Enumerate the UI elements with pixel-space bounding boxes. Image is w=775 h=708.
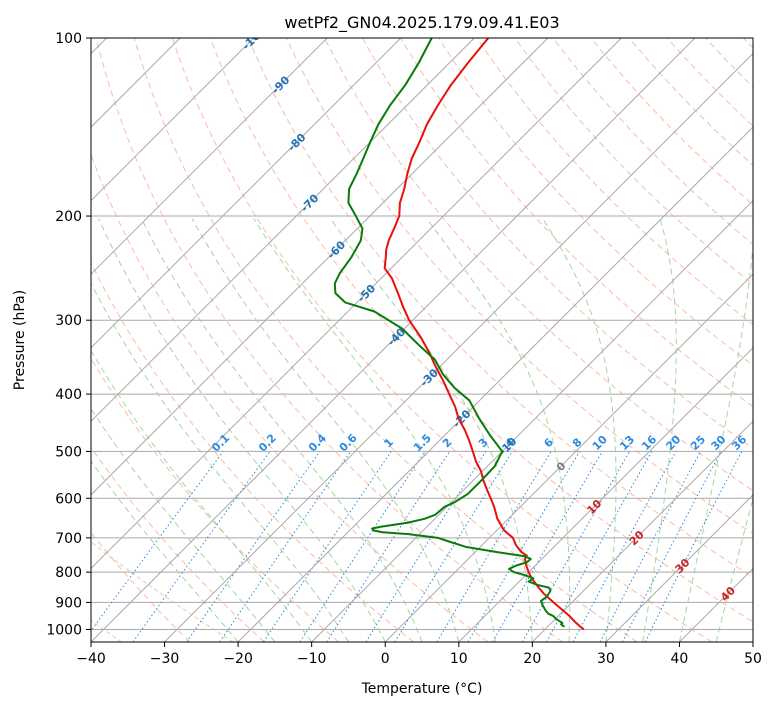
isotherm-line (91, 38, 622, 570)
series-line-dewpoint (333, 38, 565, 628)
isotherm-line (164, 52, 753, 642)
dry-adiabat-line (400, 38, 753, 408)
moist-adiabat-line (678, 239, 753, 642)
dry-adiabat-line (590, 38, 753, 206)
dry-adiabat-line (628, 38, 753, 166)
x-tick-label: 10 (450, 651, 468, 667)
x-tick-label: 40 (671, 651, 689, 667)
dry-adiabat-lines (91, 38, 753, 642)
x-tick-label: 30 (597, 651, 615, 667)
y-tick-label: 600 (55, 491, 82, 507)
y-tick-label: 100 (55, 31, 82, 47)
mixing-ratio-line (219, 451, 352, 642)
isotherm-line (91, 38, 255, 202)
y-tick-label: 700 (55, 531, 82, 547)
y-tick-label: 900 (55, 595, 82, 611)
isotherm-line (91, 38, 328, 275)
isobar-lines (91, 38, 753, 630)
dry-adiabat-line (476, 38, 753, 326)
x-tick-label: −20 (223, 651, 253, 667)
mixing-ratio-line (492, 451, 603, 642)
dry-adiabat-line (171, 38, 713, 642)
mixing-ratio-line (299, 451, 426, 642)
plot-frame (90, 37, 754, 643)
dry-adiabat-line (209, 38, 753, 623)
y-tick-label: 500 (55, 444, 82, 460)
y-tick-label: 800 (55, 565, 82, 581)
x-tick-label: −10 (297, 651, 327, 667)
isotherm-line (531, 420, 753, 642)
dry-adiabat-line (91, 261, 414, 642)
y-tick-label: 300 (55, 313, 82, 329)
isotherm-line (237, 126, 753, 642)
mixing-ratio-line (132, 451, 271, 642)
moist-adiabat-line (330, 218, 533, 642)
x-tick-label: −40 (76, 651, 106, 667)
isotherm-line (91, 38, 696, 642)
x-axis-ticks: −40 −30 −20 −10 0 10 20 30 40 50 (76, 642, 762, 667)
dry-adiabat-line (514, 38, 753, 285)
mixing-ratio-line (436, 451, 552, 642)
series-line-temperature (383, 38, 585, 631)
mixing-ratio-line (394, 451, 513, 642)
x-tick-label: −30 (150, 651, 180, 667)
plot-area: 0.1 0.2 0.4 0.6 1 1.5 2 3 4 6 8 10 13 16 20 25 30 36-100-… (91, 38, 753, 642)
dry-adiabat-line (91, 446, 265, 642)
isotherm-line (91, 38, 549, 496)
sounding-profiles (333, 38, 585, 631)
x-axis-title: Temperature (°C) (361, 681, 483, 697)
mixing-ratio-line (263, 451, 392, 642)
moist-adiabat-line (426, 218, 571, 642)
y-axis-ticks: 1000 900 800 700 600 500 400 300 200 100 (46, 31, 91, 638)
dry-adiabat-line (95, 38, 563, 642)
mixing-ratio-line (186, 451, 321, 642)
isotherm-line (384, 273, 753, 642)
moist-adiabat-line (91, 460, 239, 642)
isotherm-line (91, 38, 475, 423)
isotherm-lines (91, 38, 753, 642)
y-axis-title: Pressure (hPa) (12, 290, 28, 390)
isotherm-line (311, 199, 753, 642)
x-tick-label: 0 (381, 651, 390, 667)
dry-adiabat-line (324, 38, 753, 492)
y-tick-label: 200 (55, 209, 82, 225)
y-tick-label: 1000 (46, 622, 82, 638)
moist-adiabat-line (253, 218, 497, 642)
moist-adiabat-line (91, 407, 276, 642)
isotherm-line (458, 347, 753, 642)
dry-adiabat-line (133, 38, 638, 642)
dry-adiabat-line (247, 38, 753, 578)
chart-title: wetPf2_GN04.2025.179.09.41.E03 (284, 13, 559, 33)
mixing-ratio-lines (91, 451, 743, 642)
y-tick-label: 400 (55, 387, 82, 403)
moist-adiabat-line (91, 349, 313, 642)
mixing-ratio-line (522, 451, 631, 642)
mixing-ratio-line (644, 451, 743, 642)
moist-adiabat-line (642, 218, 677, 642)
moist-adiabat-line (542, 218, 617, 642)
mixing-ratio-line (91, 451, 224, 632)
moist-adiabat-line (141, 218, 423, 642)
mixing-ratio-line (599, 451, 702, 642)
x-tick-label: 20 (523, 651, 541, 667)
moist-adiabat-line (98, 218, 386, 642)
isotherm-line (91, 38, 402, 349)
isotherm-line (605, 494, 753, 642)
mixing-ratio-line (467, 451, 581, 642)
x-tick-label: 50 (744, 651, 762, 667)
